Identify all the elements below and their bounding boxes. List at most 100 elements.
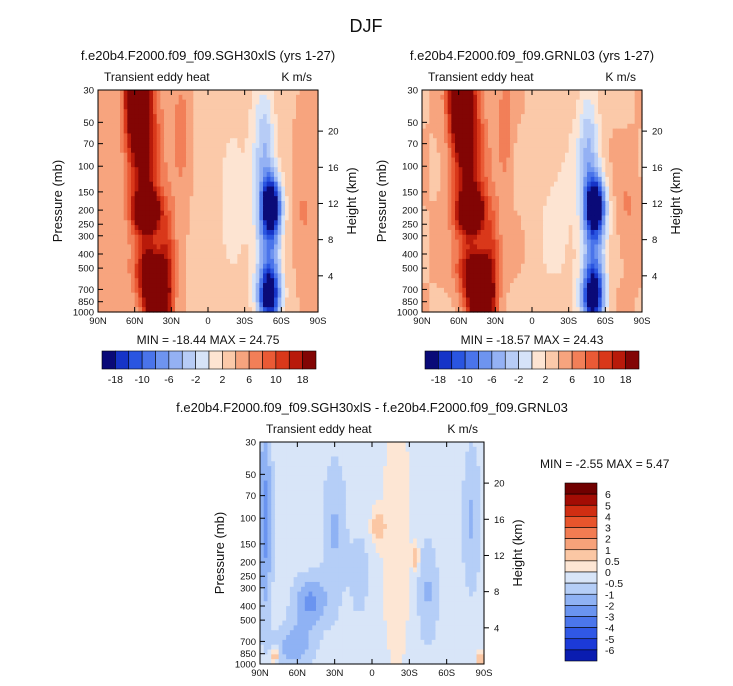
field-cell — [120, 307, 125, 313]
field-cell — [436, 258, 441, 265]
field-cell — [193, 147, 198, 154]
field-cell — [484, 162, 489, 168]
field-cell — [444, 196, 449, 202]
field-cell — [451, 205, 456, 212]
field-cell — [425, 249, 430, 255]
field-cell — [208, 162, 213, 168]
field-cell — [189, 147, 194, 154]
field-cell — [620, 220, 625, 226]
field-cell — [237, 292, 242, 299]
field-cell — [587, 239, 592, 246]
field-cell — [572, 186, 577, 192]
field-cell — [219, 167, 224, 173]
field-cell — [429, 244, 434, 250]
field-cell — [524, 133, 529, 139]
field-cell — [539, 99, 544, 106]
field-cell — [314, 143, 319, 149]
field-cell — [495, 172, 500, 178]
field-cell — [609, 225, 614, 231]
field-cell — [307, 254, 312, 260]
field-cell — [142, 302, 147, 308]
field-cell — [480, 220, 485, 226]
field-cell — [112, 181, 117, 188]
field-cell — [429, 172, 434, 178]
field-cell — [233, 239, 238, 246]
field-cell — [259, 123, 264, 130]
field-cell — [458, 128, 463, 135]
field-cell — [524, 147, 529, 154]
field-cell — [480, 239, 485, 246]
field-cell — [499, 249, 504, 255]
field-cell — [517, 205, 522, 212]
field-cell — [230, 181, 235, 188]
field-cell — [425, 254, 430, 260]
field-cell — [480, 254, 485, 260]
field-cell — [226, 234, 231, 241]
field-cell — [524, 205, 529, 212]
field-cell — [473, 191, 478, 197]
field-cell — [598, 99, 603, 106]
field-cell — [123, 201, 128, 207]
field-cell — [219, 225, 224, 231]
field-cell — [609, 152, 614, 159]
field-cell — [469, 128, 474, 135]
field-cell — [252, 104, 257, 110]
field-cell — [310, 258, 315, 265]
field-cell — [506, 118, 511, 125]
field-cell — [440, 114, 445, 120]
field-cell — [112, 229, 117, 236]
field-cell — [248, 90, 253, 96]
field-cell — [517, 258, 522, 265]
field-cell — [153, 239, 158, 246]
field-cell — [466, 99, 471, 106]
field-cell — [484, 114, 489, 120]
field-cell — [314, 138, 319, 144]
field-cell — [517, 143, 522, 149]
field-cell — [149, 283, 154, 289]
field-cell — [164, 278, 169, 284]
field-cell — [601, 99, 606, 106]
field-cell — [307, 229, 312, 236]
field-cell — [524, 162, 529, 168]
field-cell — [502, 133, 507, 139]
field-cell — [462, 258, 467, 265]
field-cell — [292, 225, 297, 231]
field-cell — [145, 94, 150, 101]
field-cell — [532, 258, 537, 265]
field-cell — [469, 196, 474, 202]
field-cell — [458, 220, 463, 226]
field-cell — [285, 128, 290, 135]
field-cell — [528, 234, 533, 241]
field-cell — [145, 109, 150, 115]
field-cell — [499, 254, 504, 260]
field-cell — [153, 162, 158, 168]
field-cell — [451, 239, 456, 246]
field-cell — [270, 302, 275, 308]
field-cell — [105, 191, 110, 197]
field-cell — [539, 138, 544, 144]
field-cell — [237, 196, 242, 202]
field-cell — [299, 172, 304, 178]
field-cell — [466, 94, 471, 101]
field-cell — [557, 254, 562, 260]
field-cell — [609, 244, 614, 250]
field-cell — [310, 128, 315, 135]
field-cell — [444, 186, 449, 192]
field-cell — [266, 273, 271, 279]
field-cell — [314, 94, 319, 101]
field-cell — [469, 123, 474, 130]
field-cell — [142, 263, 147, 270]
field-cell — [270, 114, 275, 120]
field-cell — [296, 263, 301, 270]
field-cell — [222, 186, 227, 192]
field-cell — [620, 234, 625, 241]
field-cell — [616, 249, 621, 255]
field-cell — [477, 181, 482, 188]
field-cell — [429, 191, 434, 197]
field-cell — [535, 133, 540, 139]
field-cell — [123, 114, 128, 120]
field-cell — [314, 147, 319, 154]
field-cell — [307, 307, 312, 313]
field-cell — [495, 196, 500, 202]
field-cell — [307, 196, 312, 202]
